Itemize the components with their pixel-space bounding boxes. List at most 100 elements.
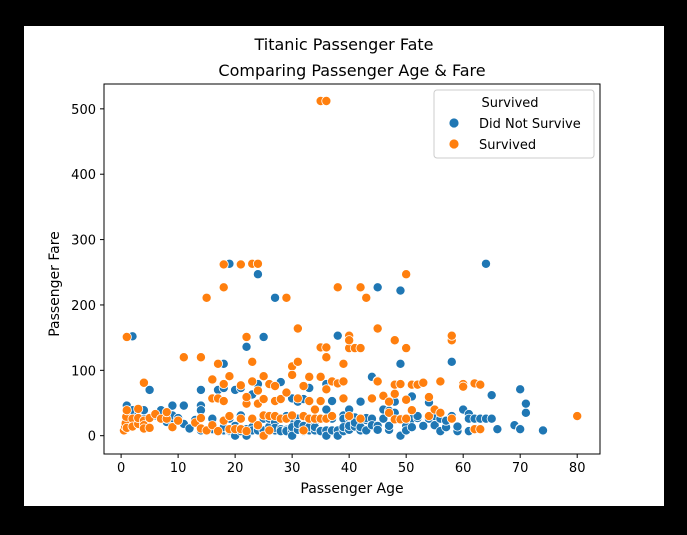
point-survived: [298, 381, 309, 392]
point-survived: [292, 323, 303, 334]
point-did-not-survive: [520, 407, 531, 418]
y-tick-label: 0: [88, 430, 96, 445]
point-survived: [435, 376, 446, 387]
point-survived: [401, 343, 412, 354]
point-survived: [315, 371, 326, 382]
point-did-not-survive: [446, 356, 457, 367]
point-survived: [270, 381, 281, 392]
point-survived: [423, 411, 434, 422]
point-survived: [401, 394, 412, 405]
data-points: [118, 95, 583, 441]
legend-marker-did-not-survive: [448, 117, 460, 129]
point-survived: [218, 282, 229, 293]
point-did-not-survive: [395, 358, 406, 369]
point-did-not-survive: [486, 413, 497, 424]
point-survived: [315, 396, 326, 407]
point-survived: [173, 415, 184, 426]
point-survived: [332, 282, 343, 293]
point-survived: [224, 371, 235, 382]
point-did-not-survive: [252, 269, 263, 280]
y-tick-label: 300: [71, 234, 96, 249]
x-tick-label: 70: [512, 461, 529, 476]
point-did-not-survive: [520, 398, 531, 409]
x-tick-label: 60: [455, 461, 472, 476]
point-survived: [366, 393, 377, 404]
point-survived: [287, 369, 298, 380]
point-survived: [384, 407, 395, 418]
point-survived: [195, 413, 206, 424]
point-did-not-survive: [355, 396, 366, 407]
point-survived: [355, 413, 366, 424]
y-axis-label: Passenger Fare: [47, 231, 63, 337]
point-survived: [321, 342, 332, 353]
point-survived: [275, 394, 286, 405]
point-survived: [423, 392, 434, 403]
point-survived: [224, 411, 235, 422]
axis-ticks: 0 10 20 30 40 50 60 70 80 0 100 200 300 400 500: [71, 103, 585, 476]
point-survived: [235, 380, 246, 391]
x-tick-label: 0: [117, 461, 125, 476]
point-did-not-survive: [480, 258, 491, 269]
point-did-not-survive: [332, 330, 343, 341]
point-survived: [241, 426, 252, 437]
point-survived: [252, 258, 263, 269]
point-survived: [252, 385, 263, 396]
x-axis-label: Passenger Age: [300, 481, 403, 497]
point-survived: [304, 371, 315, 382]
point-survived: [218, 396, 229, 407]
point-survived: [435, 407, 446, 418]
point-survived: [475, 379, 486, 390]
point-survived: [258, 394, 269, 405]
y-tick-label: 500: [71, 103, 96, 118]
point-did-not-survive: [418, 420, 429, 431]
point-survived: [258, 371, 269, 382]
point-survived: [167, 422, 178, 433]
point-survived: [218, 259, 229, 270]
point-did-not-survive: [515, 384, 526, 395]
point-survived: [338, 393, 349, 404]
point-did-not-survive: [241, 341, 252, 352]
chart-title-line-2: Comparing Passenger Age & Fare: [218, 61, 485, 80]
point-survived: [361, 292, 372, 303]
point-survived: [355, 282, 366, 293]
point-survived: [287, 410, 298, 421]
legend-marker-survived: [448, 138, 460, 150]
point-survived: [292, 356, 303, 367]
x-tick-label: 10: [170, 461, 187, 476]
point-did-not-survive: [372, 424, 383, 435]
point-survived: [401, 269, 412, 280]
point-survived: [344, 335, 355, 346]
point-survived: [247, 376, 258, 387]
point-survived: [247, 413, 258, 424]
point-did-not-survive: [515, 424, 526, 435]
x-tick-label: 50: [398, 461, 415, 476]
y-tick-label: 100: [71, 364, 96, 379]
y-tick-label: 200: [71, 299, 96, 314]
point-did-not-survive: [144, 384, 155, 395]
point-survived: [213, 358, 224, 369]
point-did-not-survive: [406, 422, 417, 433]
scatter-chart: Titanic Passenger Fate Comparing Passeng…: [47, 35, 601, 497]
point-did-not-survive: [195, 384, 206, 395]
plot-area-frame: [103, 83, 601, 455]
legend: Survived Did Not Survive Survived: [433, 89, 595, 159]
point-survived: [133, 403, 144, 414]
point-did-not-survive: [258, 331, 269, 342]
point-survived: [292, 393, 303, 404]
point-survived: [213, 426, 224, 437]
legend-title: Survived: [481, 96, 538, 111]
point-survived: [418, 377, 429, 388]
point-survived: [389, 388, 400, 399]
point-survived: [241, 392, 252, 403]
point-did-not-survive: [395, 285, 406, 296]
legend-label-did-not-survive: Did Not Survive: [479, 117, 581, 132]
point-survived: [446, 330, 457, 341]
point-did-not-survive: [486, 390, 497, 401]
point-survived: [321, 352, 332, 363]
point-survived: [475, 424, 486, 435]
point-survived: [218, 379, 229, 390]
point-survived: [281, 387, 292, 398]
point-did-not-survive: [372, 282, 383, 293]
point-did-not-survive: [167, 400, 178, 411]
point-survived: [121, 331, 132, 342]
